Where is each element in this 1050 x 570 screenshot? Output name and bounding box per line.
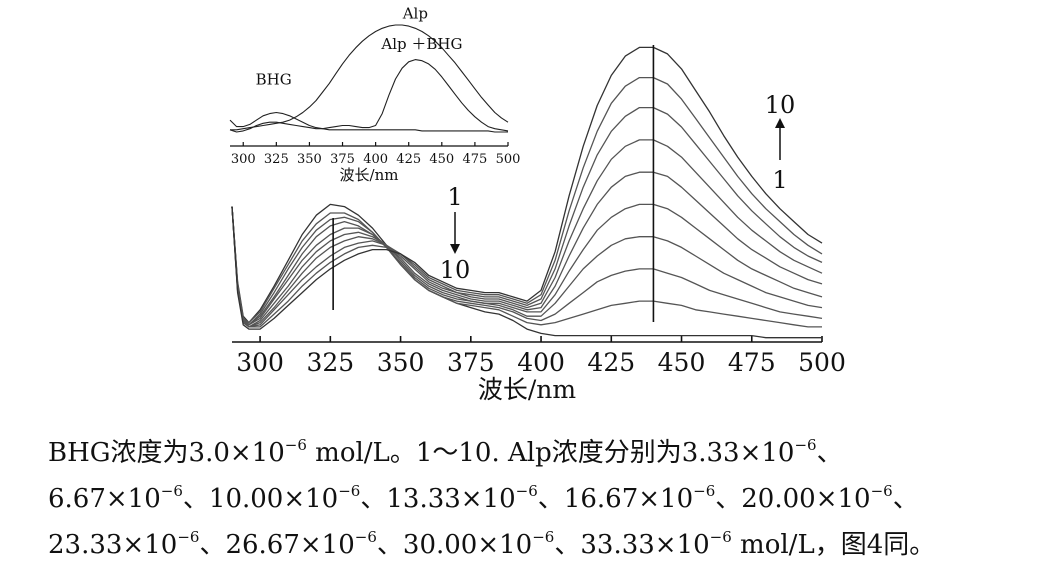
caption-text: 26.67×10: [225, 530, 355, 560]
caption-text: 、: [554, 530, 581, 560]
spectra-figure: 300 325 350 375 400 425 450 475 500 波长/nm 1 10 10 1 3…: [229, 5, 846, 404]
x-tick-label: 350: [377, 348, 425, 377]
caption-exponent: −6: [338, 482, 361, 500]
series-line-3: [229, 59, 509, 133]
x-tick-label: 350: [297, 152, 322, 167]
caption-text: 10.00×10: [208, 484, 339, 514]
caption-exponent: −6: [354, 528, 377, 546]
caption-text: mol/L，图4同。: [731, 530, 936, 560]
series-line-1: [229, 111, 508, 133]
x-tick-label: 375: [330, 152, 355, 167]
arrow-down-icon: [450, 244, 460, 254]
caption-text: 、: [182, 484, 209, 514]
x-tick-label: 300: [236, 348, 284, 377]
caption-text: 、: [537, 484, 564, 514]
arrow-down-top-label: 1: [447, 183, 462, 211]
main-chart: 300 325 350 375 400 425 450 475 500 波长/nm 1 10 10 1: [231, 45, 846, 404]
x-tick-label: 325: [306, 348, 354, 377]
caption-text: 13.33×10: [386, 484, 516, 514]
series-line-3: [231, 206, 823, 326]
x-axis-label: 波长/nm: [478, 375, 577, 404]
x-tick-label: 425: [396, 152, 421, 167]
caption-text: 、: [892, 484, 919, 514]
series-line-2: [230, 24, 509, 131]
x-tick-label: 425: [587, 348, 635, 377]
series-label: Alp: [402, 5, 428, 23]
x-tick-label: 475: [728, 348, 776, 377]
caption-line-2: 6.67×10−6、10.00×10−6、13.33×10−6、16.67×10…: [48, 476, 1038, 522]
caption-line-3: 23.33×10−6、26.67×10−6、30.00×10−6、33.33×1…: [48, 522, 1038, 568]
caption-line-1: BHG浓度为3.0×10−6 mol/L。1～10. Alp浓度分别为3.33×…: [48, 430, 1038, 476]
caption-exponent: −6: [794, 436, 817, 454]
figure-caption: BHG浓度为3.0×10−6 mol/L。1～10. Alp浓度分别为3.33×…: [48, 430, 1038, 568]
x-tick-label: 500: [798, 348, 846, 377]
caption-exponent: −6: [515, 482, 538, 500]
series-line-8: [231, 106, 823, 328]
x-tick-label: 300: [231, 152, 256, 167]
caption-exponent: −6: [284, 436, 307, 454]
caption-text: 20.00×10: [741, 484, 871, 514]
x-tick-label: 475: [462, 152, 487, 167]
caption-text: 、: [715, 484, 742, 514]
caption-exponent: −6: [177, 528, 200, 546]
caption-text: 、: [816, 438, 843, 468]
arrow-up-icon: [775, 118, 785, 128]
x-tick-label: 500: [496, 152, 521, 167]
caption-text: BHG浓度为3.0×10: [48, 438, 285, 468]
caption-text: 23.33×10: [48, 530, 178, 560]
caption-text: 33.33×10: [580, 530, 710, 560]
caption-exponent: −6: [870, 482, 893, 500]
caption-exponent: −6: [160, 482, 183, 500]
caption-exponent: −6: [532, 528, 555, 546]
caption-exponent: −6: [693, 482, 716, 500]
x-tick-label: 375: [447, 348, 495, 377]
x-tick-label: 400: [363, 152, 388, 167]
series-line-4: [231, 206, 823, 326]
series-line-7: [231, 139, 823, 328]
caption-text: 30.00×10: [402, 530, 533, 560]
series-line-10: [231, 46, 823, 330]
caption-text: 、: [376, 530, 403, 560]
caption-text: 16.67×10: [563, 484, 694, 514]
series-line-2: [231, 206, 822, 328]
arrow-up-bottom-label: 1: [772, 166, 787, 194]
series-line-9: [231, 76, 823, 328]
series-line-5: [231, 203, 823, 326]
caption-text: mol/L。1～10. Alp浓度分别为3.33×10: [306, 438, 795, 468]
x-tick-label: 325: [264, 152, 289, 167]
caption-exponent: −6: [709, 528, 732, 546]
caption-text: 6.67×10: [48, 484, 161, 514]
arrow-down-bottom-label: 10: [440, 256, 471, 284]
series-line-1: [231, 203, 822, 339]
inset-chart: 300 325 350 375 400 425 450 475 500 波长/nm BHG Alp Al…: [229, 5, 521, 184]
series-label: Alp ＋BHG: [380, 35, 462, 53]
x-tick-label: 400: [517, 348, 565, 377]
series-label: BHG: [256, 70, 292, 88]
x-axis-label: 波长/nm: [340, 166, 399, 184]
x-tick-label: 450: [658, 348, 706, 377]
caption-text: 、: [360, 484, 387, 514]
x-tick-label: 450: [429, 152, 454, 167]
series-line-6: [231, 171, 823, 328]
arrow-up-top-label: 10: [765, 91, 796, 119]
caption-text: 、: [199, 530, 226, 560]
